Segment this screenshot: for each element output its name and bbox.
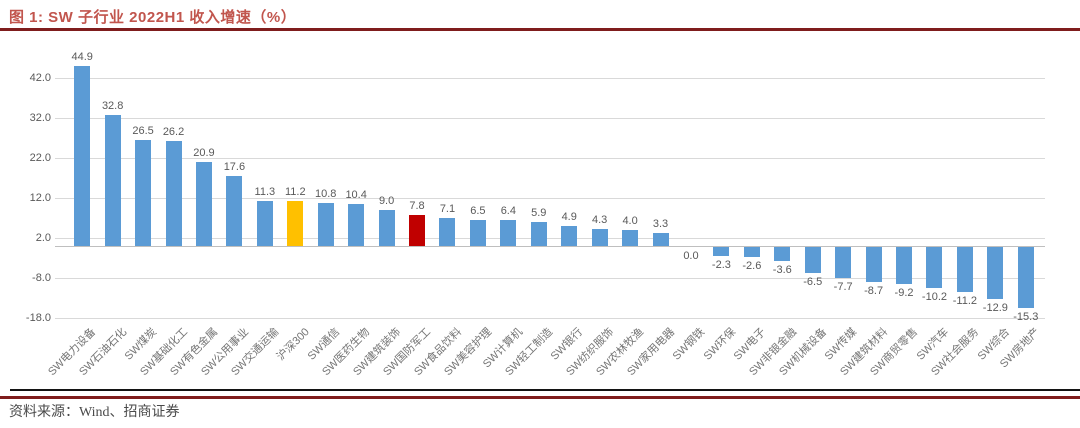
category-label: 沪深300 (274, 326, 312, 364)
y-axis-tick-label: 42.0 (29, 72, 51, 84)
value-label: -8.7 (864, 284, 884, 297)
value-label: -2.6 (742, 260, 762, 273)
value-label: 17.6 (223, 160, 246, 173)
bar (865, 247, 882, 282)
bar (500, 220, 517, 246)
value-label: -3.6 (772, 264, 792, 277)
bar (195, 162, 212, 246)
value-label: -2.3 (711, 259, 731, 272)
x-axis-line (55, 246, 1045, 247)
bar (926, 247, 943, 288)
bar (835, 247, 852, 278)
bar (287, 201, 304, 246)
value-label: -9.2 (894, 286, 914, 299)
value-label: 4.0 (622, 215, 638, 227)
bar (652, 232, 669, 246)
bar (1017, 247, 1034, 309)
category-label: SW环保 (701, 326, 738, 363)
bar (987, 247, 1004, 299)
bar (743, 247, 760, 258)
value-label: 44.9 (71, 51, 93, 64)
category-label: SW钢铁 (670, 326, 708, 363)
source-note: 资料来源：Wind、招商证券 (9, 405, 180, 420)
bar (896, 247, 913, 284)
bar (713, 247, 730, 257)
value-label: 5.9 (531, 207, 547, 220)
value-label: 0.0 (683, 250, 699, 262)
bar (378, 210, 395, 246)
value-label: -10.2 (921, 290, 947, 303)
value-label: 9.0 (378, 195, 395, 207)
bottom-rule-red (0, 396, 1080, 399)
value-label: 4.3 (592, 213, 608, 226)
bar (104, 114, 121, 246)
gridline (55, 318, 1045, 319)
bar (469, 220, 486, 246)
bar (530, 222, 547, 246)
gridline (55, 78, 1045, 79)
value-label: -6.5 (803, 276, 823, 288)
bar (317, 202, 334, 246)
figure-header: 图 1: SW 子行业 2022H1 收入增速（%） (0, 0, 1080, 31)
value-label: -15.3 (1013, 311, 1039, 324)
value-label: 6.4 (500, 205, 516, 218)
value-label: 6.5 (470, 205, 486, 217)
value-label: 4.9 (561, 211, 577, 224)
gridline (55, 278, 1045, 279)
bar (256, 200, 273, 246)
value-label: 7.8 (409, 199, 425, 212)
y-axis-tick-label: 22.0 (29, 152, 51, 164)
value-label: 26.5 (132, 125, 154, 137)
value-label: -7.7 (833, 280, 853, 293)
value-label: 26.2 (162, 126, 185, 139)
y-axis-tick-label: 32.0 (29, 112, 51, 124)
y-axis-tick-label: -8.0 (32, 272, 51, 284)
value-label: 7.1 (439, 202, 456, 215)
bar (74, 66, 91, 246)
bar (165, 141, 182, 246)
y-axis-tick-label: -18.0 (25, 312, 51, 324)
value-label: 10.4 (345, 189, 367, 202)
gridline (55, 238, 1045, 239)
value-label: 11.2 (284, 186, 306, 199)
gridline (55, 158, 1045, 159)
y-axis-tick-label: 12.0 (29, 192, 51, 204)
gridline (55, 198, 1045, 199)
bar (226, 175, 243, 246)
value-label: 32.8 (101, 99, 124, 112)
y-axis-tick-label: 2.0 (35, 232, 51, 244)
value-label: -11.2 (952, 294, 978, 307)
bar (774, 247, 791, 262)
figure-title: 图 1: SW 子行业 2022H1 收入增速（%） (9, 9, 297, 26)
bottom-rule-black (10, 389, 1080, 391)
bar (804, 247, 821, 273)
bar (956, 247, 973, 292)
bar (409, 214, 426, 246)
bar (591, 228, 608, 246)
value-label: 20.9 (193, 147, 215, 160)
bar (439, 217, 456, 246)
bar (348, 204, 365, 246)
value-label: 11.3 (254, 185, 276, 198)
value-label: 3.3 (652, 217, 669, 230)
value-label: -12.9 (982, 301, 1008, 314)
bar (135, 140, 152, 246)
bar (622, 230, 639, 246)
bar (561, 226, 578, 246)
gridline (55, 118, 1045, 119)
value-label: 10.8 (315, 187, 337, 200)
bar-chart-plot-area: 42.0 32.0 22.0 12.0 2.0 -8.0 -18.0 44.9 SW电力设备 32… (26, 51, 1045, 378)
